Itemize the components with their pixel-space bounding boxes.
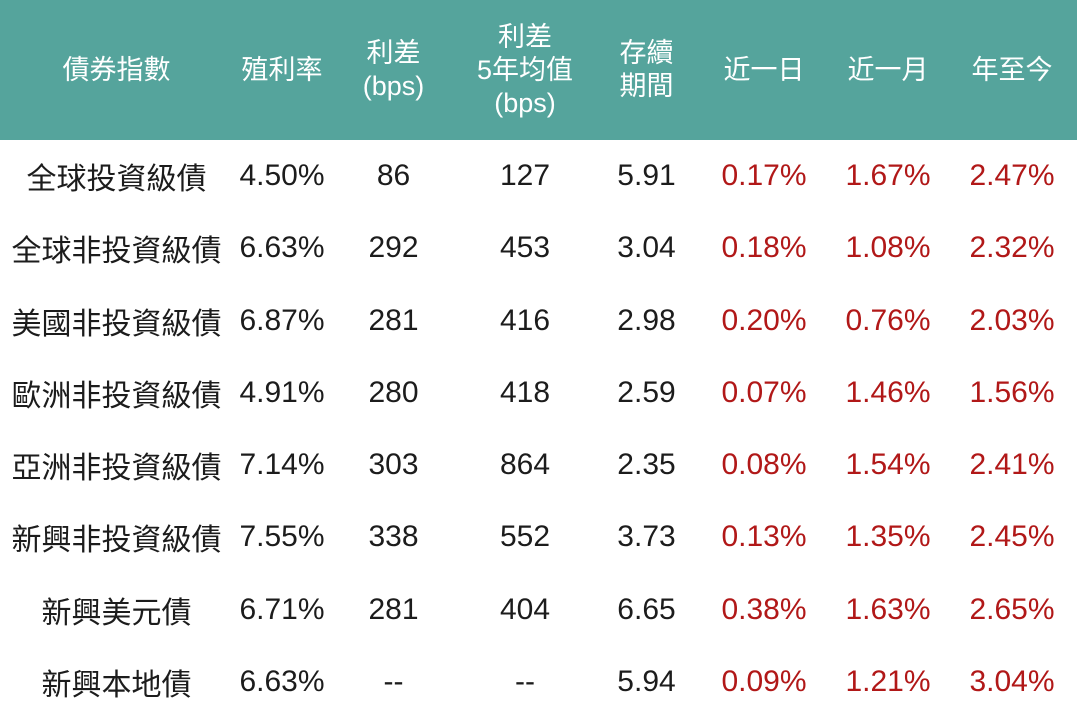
cell-yield: 6.63% [239,664,325,698]
column-header-1day: 近一日 [699,0,829,140]
cell-bond-name: 歐洲非投資級債 [11,379,222,413]
cell-yield: 6.71% [239,592,325,626]
cell-ytd-change: 3.04% [969,664,1055,698]
cell-spread-5y-avg: 453 [499,231,551,265]
cell-duration: 5.91 [617,159,676,193]
cell-duration: 2.98 [617,303,676,337]
cell-1month-change: 0.76% [845,303,931,337]
cell-spread-5y-avg: 127 [499,159,551,193]
cell-1month-change: 1.54% [845,448,931,482]
cell-1day-change: 0.09% [721,664,807,698]
cell-spread: 303 [368,448,419,482]
column-header-spread-bps: 利差 (bps) [331,0,456,140]
column-header-1month: 近一月 [829,0,947,140]
cell-bond-name: 美國非投資級債 [11,307,222,341]
cell-1day-change: 0.38% [721,592,807,626]
cell-duration: 6.65 [617,592,676,626]
column-header-ytd: 年至今 [947,0,1077,140]
cell-spread-5y-avg: 552 [499,520,551,554]
cell-1day-change: 0.17% [721,159,807,193]
cell-yield: 4.50% [239,159,325,193]
cell-ytd-change: 2.03% [969,303,1055,337]
cell-1month-change: 1.46% [845,375,931,409]
table-row: 亞洲非投資級債 7.14% 303 864 2.35 0.08% 1.54% 2… [0,429,1077,501]
column-header-yield: 殖利率 [233,0,331,140]
cell-bond-name: 全球投資級債 [26,163,207,197]
cell-yield: 7.14% [239,448,325,482]
cell-spread: 338 [368,520,419,554]
cell-ytd-change: 2.47% [969,159,1055,193]
header-row: 債券指數 殖利率 利差 (bps) 利差 5年均值 (bps) 存續 期間 近一… [0,0,1077,140]
cell-1day-change: 0.08% [721,448,807,482]
cell-1day-change: 0.07% [721,375,807,409]
cell-yield: 4.91% [239,375,325,409]
table-row: 新興美元債 6.71% 281 404 6.65 0.38% 1.63% 2.6… [0,574,1077,646]
cell-spread-5y-avg: 416 [499,303,551,337]
cell-duration: 5.94 [617,664,676,698]
table-row: 美國非投資級債 6.87% 281 416 2.98 0.20% 0.76% 2… [0,285,1077,357]
cell-ytd-change: 1.56% [969,375,1055,409]
cell-bond-name: 全球非投資級債 [11,235,222,269]
cell-bond-name: 新興非投資級債 [11,524,222,558]
cell-yield: 6.63% [239,231,325,265]
table-header: 債券指數 殖利率 利差 (bps) 利差 5年均值 (bps) 存續 期間 近一… [0,0,1077,140]
table-row: 新興本地債 6.63% -- -- 5.94 0.09% 1.21% 3.04% [0,646,1077,718]
cell-duration: 3.73 [617,520,676,554]
cell-1month-change: 1.67% [845,159,931,193]
cell-spread: 281 [368,592,419,626]
cell-1month-change: 1.63% [845,592,931,626]
cell-ytd-change: 2.41% [969,448,1055,482]
cell-1day-change: 0.13% [721,520,807,554]
table-row: 全球非投資級債 6.63% 292 453 3.04 0.18% 1.08% 2… [0,212,1077,284]
table-row: 全球投資級債 4.50% 86 127 5.91 0.17% 1.67% 2.4… [0,140,1077,212]
cell-bond-name: 新興本地債 [41,668,192,702]
cell-spread: 280 [368,375,419,409]
cell-spread-5y-avg: -- [515,664,535,698]
cell-spread-5y-avg: 418 [499,375,551,409]
cell-1month-change: 1.08% [845,231,931,265]
cell-spread: 292 [368,231,419,265]
cell-bond-name: 亞洲非投資級債 [11,452,222,486]
cell-spread: 281 [368,303,419,337]
table-row: 歐洲非投資級債 4.91% 280 418 2.59 0.07% 1.46% 1… [0,357,1077,429]
column-header-bond-index: 債券指數 [0,0,233,140]
cell-bond-name: 新興美元債 [41,596,192,630]
cell-spread-5y-avg: 404 [499,592,551,626]
cell-duration: 2.35 [617,448,676,482]
cell-ytd-change: 2.45% [969,520,1055,554]
column-header-spread-5y-avg: 利差 5年均值 (bps) [456,0,594,140]
cell-duration: 3.04 [617,231,676,265]
cell-duration: 2.59 [617,375,676,409]
cell-ytd-change: 2.32% [969,231,1055,265]
cell-yield: 7.55% [239,520,325,554]
table-body: 全球投資級債 4.50% 86 127 5.91 0.17% 1.67% 2.4… [0,140,1077,718]
table-row: 新興非投資級債 7.55% 338 552 3.73 0.13% 1.35% 2… [0,501,1077,573]
cell-spread-5y-avg: 864 [499,448,551,482]
column-header-duration: 存續 期間 [594,0,699,140]
cell-1day-change: 0.18% [721,231,807,265]
cell-spread: -- [383,664,404,698]
cell-1day-change: 0.20% [721,303,807,337]
cell-1month-change: 1.35% [845,520,931,554]
cell-ytd-change: 2.65% [969,592,1055,626]
cell-spread: 86 [376,159,411,193]
cell-yield: 6.87% [239,303,325,337]
cell-1month-change: 1.21% [845,664,931,698]
